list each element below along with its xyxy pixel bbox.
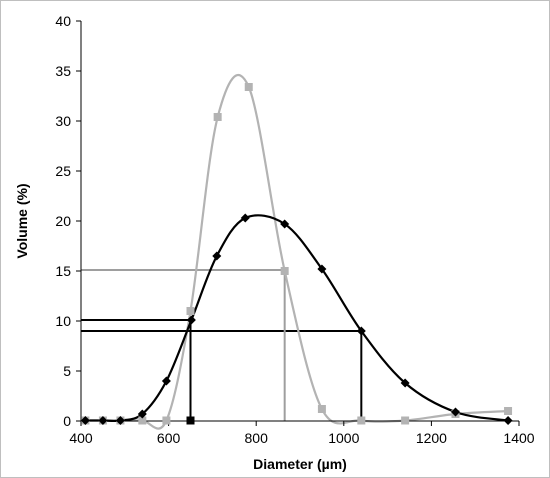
data-point-diamond <box>503 416 513 425</box>
series-lines <box>85 73 509 430</box>
x-axis-title: Diameter (µm) <box>253 456 347 472</box>
series-line-1 <box>85 73 509 430</box>
axes <box>76 20 520 426</box>
data-point-diamond <box>356 326 366 336</box>
data-point-square <box>186 307 195 315</box>
data-markers <box>80 83 513 425</box>
y-tick-label: 40 <box>55 13 71 29</box>
data-point-square <box>213 113 222 121</box>
x-tick-label: 400 <box>69 430 93 446</box>
data-point-square <box>244 83 253 91</box>
y-tick-label: 15 <box>55 263 71 279</box>
data-point-square <box>401 416 410 425</box>
y-tick-label: 35 <box>55 63 71 79</box>
data-point-square <box>280 267 289 275</box>
data-point-diamond <box>280 219 290 229</box>
data-point-square <box>357 416 366 425</box>
data-point-diamond <box>240 213 250 223</box>
data-point-diamond <box>80 416 90 425</box>
data-point-square <box>162 416 171 425</box>
data-point-diamond <box>400 378 410 388</box>
data-point-diamond <box>317 264 327 274</box>
x-tick-label: 800 <box>245 430 269 446</box>
x-tick-label: 1400 <box>503 430 534 446</box>
x-tick-label: 1200 <box>416 430 447 446</box>
y-tick-label: 0 <box>63 413 71 429</box>
y-tick-label: 25 <box>55 163 71 179</box>
data-point-diamond <box>450 407 460 417</box>
y-axis-title: Volume (%) <box>14 183 30 258</box>
reference-lines <box>81 269 363 421</box>
x-tick-label: 1000 <box>328 430 359 446</box>
data-point-square <box>138 416 147 425</box>
data-point-square <box>504 407 513 415</box>
tick-labels: 0 5 10 15 20 25 30 35 40 400 600 800 1000 1200 1400 <box>55 13 534 446</box>
data-point-diamond <box>212 251 222 261</box>
y-tick-label: 5 <box>63 363 71 379</box>
data-point-diamond <box>115 416 125 425</box>
data-point-square <box>317 405 326 413</box>
data-point-diamond <box>186 315 196 325</box>
data-point-diamond <box>161 376 171 386</box>
data-point-diamond <box>98 416 108 425</box>
x-tick-label: 600 <box>157 430 181 446</box>
data-point-square <box>186 416 195 425</box>
data-point-diamond <box>137 409 147 419</box>
y-tick-label: 10 <box>55 313 71 329</box>
y-tick-label: 30 <box>55 113 71 129</box>
y-tick-label: 20 <box>55 213 71 229</box>
series-line-0 <box>85 214 509 423</box>
